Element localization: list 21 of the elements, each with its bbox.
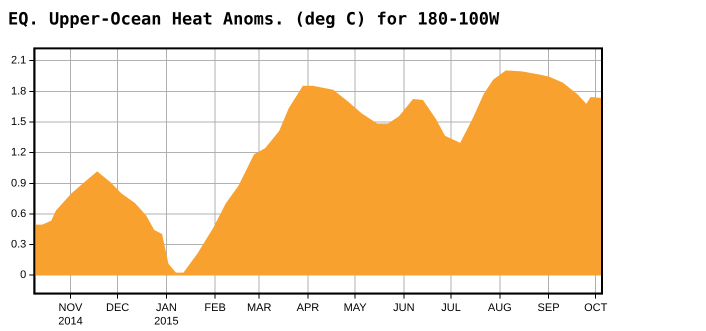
- x-tick-label: SEP: [538, 302, 560, 314]
- y-tick-label: 1.2: [10, 146, 26, 159]
- y-tick-label: 0.3: [10, 238, 26, 251]
- x-tick-label: FEB: [204, 302, 226, 314]
- y-tick-label: 0.6: [10, 208, 26, 220]
- x-tick-label: MAR: [246, 302, 272, 314]
- x-tick-label: AUG: [488, 302, 512, 314]
- x-tick-label: DEC: [106, 302, 130, 314]
- x-tick-label: MAY: [344, 302, 368, 314]
- y-tick-label: 2.1: [10, 54, 26, 67]
- x-tick-label: JUN: [393, 302, 415, 314]
- y-tick-label: 0: [20, 269, 26, 282]
- y-tick-label: 1.8: [10, 85, 26, 98]
- x-tick-label: APR: [296, 302, 320, 314]
- x-tick-label: JAN 2015: [154, 302, 179, 328]
- x-tick-label: NOV 2014: [58, 302, 84, 328]
- x-tick-label: JUL: [441, 302, 461, 314]
- chart-title: EQ. Upper-Ocean Heat Anoms. (deg C) for 180-100W: [8, 10, 500, 30]
- y-tick-label: 1.5: [10, 116, 26, 128]
- x-tick-label: OCT: [584, 302, 608, 314]
- y-tick-label: 0.9: [10, 177, 26, 190]
